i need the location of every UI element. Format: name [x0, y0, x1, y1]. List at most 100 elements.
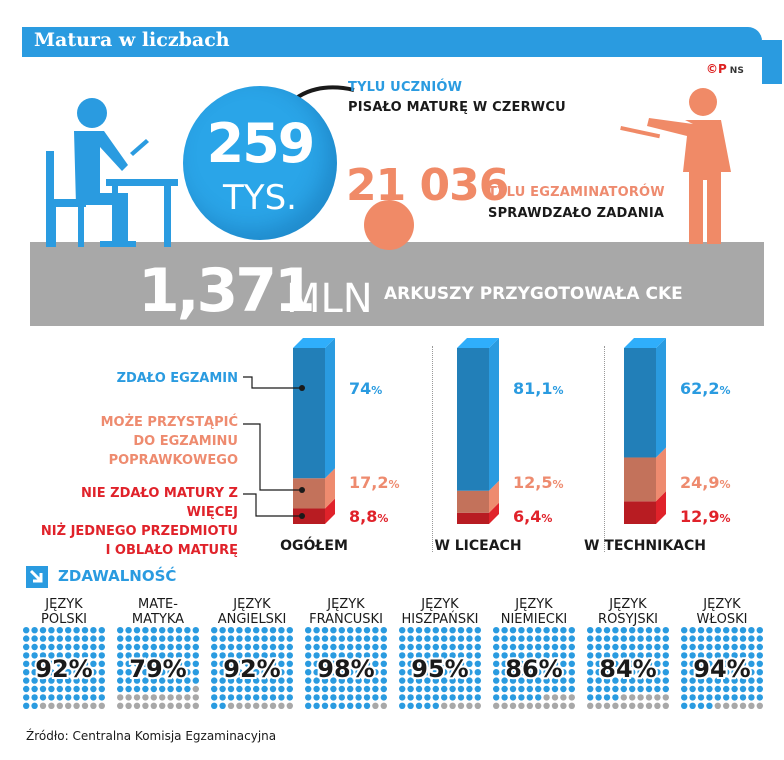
- waffle-dot-passed: [219, 677, 226, 684]
- bar-segment-side: [489, 502, 499, 524]
- waffle-dot-passed: [739, 652, 747, 659]
- waffle-dot-passed: [441, 677, 448, 684]
- language-label-line: FRANCUSKI: [309, 612, 383, 627]
- waffle-dot-passed: [587, 677, 594, 684]
- waffle-dot-passed: [81, 635, 89, 642]
- waffle-dot-passed: [399, 660, 406, 667]
- waffle-dot-passed: [612, 669, 619, 676]
- language-label-line: JĘZYK: [515, 597, 553, 612]
- waffle-dot-failed: [568, 702, 575, 709]
- waffle-dot-failed: [236, 702, 243, 709]
- waffle-dot-passed: [150, 635, 157, 642]
- waffle-dot-passed: [192, 635, 199, 642]
- waffle-dot-passed: [756, 643, 763, 651]
- waffle-dot-passed: [620, 635, 627, 642]
- waffle-dot-passed: [535, 677, 542, 684]
- waffle-dot-passed: [321, 660, 329, 667]
- waffle-dot-passed: [305, 702, 312, 709]
- waffle-dot-passed: [159, 685, 166, 693]
- waffle-dot-passed: [125, 660, 132, 667]
- waffle-dot-passed: [645, 652, 653, 659]
- students-number: 259: [206, 112, 316, 175]
- waffle-dot-passed: [150, 643, 157, 651]
- waffle-dot-passed: [73, 694, 80, 701]
- waffle-value-label: 94%: [693, 655, 750, 683]
- waffle-dot-passed: [211, 652, 218, 659]
- waffle-dot-passed: [117, 652, 124, 659]
- waffle-dot-passed: [98, 685, 106, 693]
- waffle-dot-passed: [286, 669, 293, 676]
- waffle-dot-passed: [321, 694, 329, 701]
- waffle-dot-passed: [474, 660, 481, 667]
- waffle-dot-passed: [697, 652, 705, 659]
- waffle-dot-passed: [432, 652, 439, 659]
- waffle-dot-passed: [399, 643, 406, 651]
- waffle-dot-passed: [449, 635, 456, 642]
- waffle-dot-passed: [706, 643, 713, 651]
- waffle-dot-passed: [175, 677, 183, 684]
- waffle-dot-passed: [31, 669, 38, 676]
- waffle-dot-passed: [380, 643, 387, 651]
- waffle-dot-passed: [31, 660, 38, 667]
- waffle-dot-passed: [142, 643, 149, 651]
- waffle-dot-passed: [603, 643, 611, 651]
- waffle-dot-passed: [219, 702, 226, 709]
- waffle-dot-passed: [560, 627, 567, 634]
- waffle-dot-passed: [23, 702, 30, 709]
- waffle-dot-passed: [23, 694, 30, 701]
- waffle-dot-passed: [681, 643, 688, 651]
- waffle-dot-passed: [23, 669, 30, 676]
- waffle-dot-passed: [756, 652, 763, 659]
- waffle-dot-passed: [192, 627, 199, 634]
- waffle-dot-passed: [681, 677, 688, 684]
- waffle-dot-passed: [681, 694, 688, 701]
- waffle-dot-passed: [432, 702, 439, 709]
- waffle-dot-passed: [739, 694, 747, 701]
- waffle-dot-passed: [587, 694, 594, 701]
- waffle-dot-passed: [321, 677, 329, 684]
- waffle-dot-passed: [184, 635, 191, 642]
- bar-top: [457, 338, 499, 348]
- waffle-dot-passed: [706, 694, 713, 701]
- waffle-dot-passed: [748, 685, 755, 693]
- waffle-dot-passed: [407, 669, 414, 676]
- leader-dot: [299, 513, 305, 519]
- waffle-dot-failed: [620, 702, 627, 709]
- waffle-dot-failed: [457, 702, 465, 709]
- bar-segment: [293, 508, 325, 524]
- waffle-dot-passed: [338, 677, 345, 684]
- waffle-dot-passed: [603, 635, 611, 642]
- examiner-pointing-icon: [620, 88, 731, 244]
- waffle-dot-passed: [90, 652, 97, 659]
- bar-segment-side: [656, 491, 666, 524]
- waffle-dot-passed: [142, 635, 149, 642]
- waffle-dot-passed: [748, 652, 755, 659]
- waffle-dot-passed: [81, 627, 89, 634]
- waffle-dot-failed: [133, 702, 141, 709]
- language-label-line: JĘZYK: [703, 597, 741, 612]
- waffle-dot-passed: [347, 660, 354, 667]
- waffle-dot-passed: [568, 685, 575, 693]
- waffle-dot-passed: [167, 627, 174, 634]
- waffle-dot-passed: [637, 669, 644, 676]
- stacked-bar-chart: 74% 17,2% 8,8%OGÓŁEM 81,1% 12,5% 6,4% W LICEAC…: [243, 338, 731, 554]
- waffle-dot-passed: [39, 669, 47, 676]
- waffle-dot-failed: [150, 694, 157, 701]
- waffle-dot-passed: [629, 685, 636, 693]
- waffle-dot-passed: [748, 694, 755, 701]
- waffle-dot-passed: [748, 635, 755, 642]
- waffle-dot-passed: [612, 635, 619, 642]
- waffle-dot-passed: [681, 702, 688, 709]
- waffle-dot-passed: [380, 694, 387, 701]
- waffle-dot-passed: [48, 652, 55, 659]
- waffle-dot-passed: [321, 627, 329, 634]
- waffle-dot-passed: [321, 635, 329, 642]
- bar-segment: [457, 490, 489, 513]
- waffle-dot-passed: [330, 660, 337, 667]
- waffle-dot-passed: [39, 660, 47, 667]
- language-label-line: JĘZYK: [421, 597, 459, 612]
- waffle-dot-passed: [48, 685, 55, 693]
- waffle-dot-passed: [457, 685, 465, 693]
- waffle-dot-passed: [415, 702, 423, 709]
- waffle-dot-passed: [474, 652, 481, 659]
